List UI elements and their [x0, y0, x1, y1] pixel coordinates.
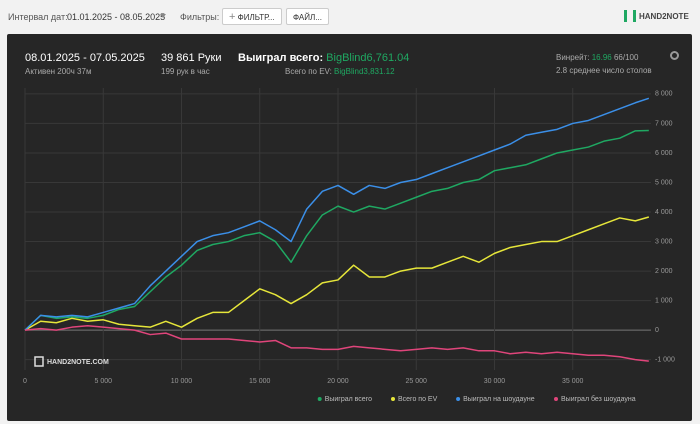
x-tick-label: 5 000: [94, 378, 112, 385]
legend-marker: [391, 397, 395, 401]
filters-label: Фильтры:: [180, 12, 220, 22]
y-tick-label: 7 000: [655, 120, 673, 127]
filter-button[interactable]: + ФИЛЬТР...: [222, 8, 282, 25]
winrate-label: Винрейт:: [556, 53, 590, 62]
winrate-value: 16.96: [591, 53, 612, 62]
y-tick-label: 1 000: [655, 297, 673, 304]
legend-label: Выиграл без шоудауна: [561, 395, 636, 403]
legend-marker: [317, 397, 322, 401]
y-tick-label: 0: [655, 327, 659, 334]
y-tick-label: 4 000: [655, 209, 673, 216]
series-line: [24, 97, 650, 331]
y-tick-label: 6 000: [655, 150, 673, 157]
report-panel: 08.01.2025 - 07.05.2025 Активен 200ч 37м…: [7, 34, 692, 421]
active-time: Активен 200ч 37м: [25, 67, 92, 76]
y-tick-label: 5 000: [655, 179, 673, 186]
legend-label: Выиграл всего: [325, 396, 372, 403]
y-tick-label: 3 000: [655, 238, 673, 245]
legend-marker: [456, 397, 461, 401]
chart: -1 000 0 1 000 2 000 3 000 4 000 5 000 6 000 7 0…: [23, 88, 675, 403]
hands-per-hour: 199 рук в час: [161, 67, 210, 76]
filter-button-text: ФИЛЬТР...: [237, 13, 275, 22]
series-line: [24, 324, 649, 362]
x-tick-label: 20 000: [327, 378, 349, 385]
won-value: BigBlind6,761.04: [326, 52, 410, 64]
won-label: Выиграл всего:: [238, 52, 324, 64]
settings-button[interactable]: [670, 51, 679, 60]
date-label: Интервал дат:: [8, 12, 68, 22]
watermark-icon: [34, 356, 44, 367]
x-tick-label: 15 000: [249, 378, 271, 385]
x-tick-label: 0: [23, 378, 27, 385]
x-tick-label: 10 000: [171, 378, 193, 385]
ev-value: BigBlind3,831.12: [334, 67, 395, 76]
tables: 2.8 среднее число столов: [556, 66, 652, 75]
period: 08.01.2025 - 07.05.2025: [25, 52, 145, 64]
date-range[interactable]: 01.01.2025 - 08.05.2025: [67, 12, 166, 22]
y-tick-label: -1 000: [655, 357, 675, 364]
ev-label: Всего по EV:: [285, 67, 332, 76]
file-button[interactable]: ФАЙЛ...: [286, 8, 329, 25]
legend-label: Всего по EV: [398, 396, 438, 403]
won-total: Выиграл всего: BigBlind6,761.04: [238, 52, 409, 64]
logo-icon: [624, 10, 636, 22]
x-tick-label: 30 000: [484, 378, 506, 385]
legend-marker: [554, 397, 558, 401]
logo: HAND2NOTE: [639, 12, 689, 21]
y-tick-label: 2 000: [655, 268, 673, 275]
x-tick-label: 35 000: [562, 378, 584, 385]
dropdown-arrow: [160, 14, 166, 18]
series-line: [24, 129, 649, 331]
series-line: [24, 216, 650, 331]
y-tick-label: 8 000: [655, 91, 673, 98]
ev-total: Всего по EV: BigBlind3,831.12: [285, 67, 395, 76]
watermark: HAND2NOTE.COM: [47, 359, 109, 366]
x-tick-label: 25 000: [406, 378, 428, 385]
hands: 39 861 Руки: [161, 52, 222, 64]
winrate-unit: 66/100: [613, 53, 639, 62]
winrate: Винрейт: 16.96 66/100: [556, 53, 638, 62]
legend-label: Выиграл на шоудауне: [463, 396, 535, 403]
